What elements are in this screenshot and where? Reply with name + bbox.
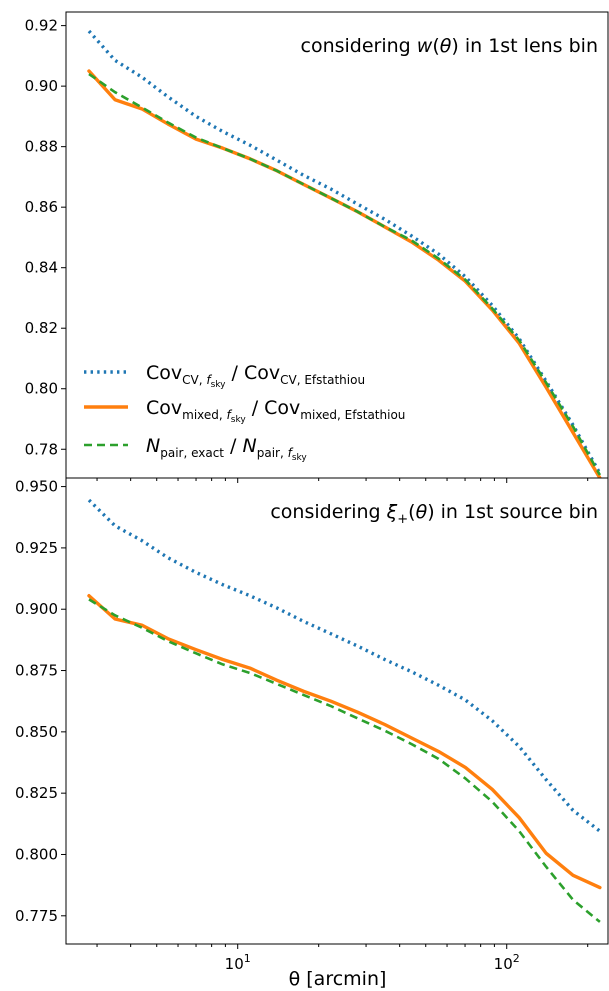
series-group bbox=[87, 498, 602, 923]
text-part: sky bbox=[292, 453, 308, 463]
y-tick-label: 0.84 bbox=[25, 259, 58, 277]
text-part: sky bbox=[211, 380, 227, 390]
legend: CovCV, fsky / CovCV, EfstathiouCovmixed,… bbox=[84, 362, 405, 463]
y-tick-label: 0.92 bbox=[25, 17, 58, 35]
text-part: / bbox=[246, 397, 264, 419]
text-part: f bbox=[288, 446, 294, 460]
text-part: N bbox=[146, 435, 160, 457]
text-part: Cov bbox=[244, 362, 280, 384]
series-line-npair bbox=[88, 72, 602, 476]
text-part: considering bbox=[301, 35, 417, 57]
text-part: / bbox=[224, 435, 242, 457]
text-part: ( bbox=[432, 35, 439, 57]
panel-top: 0.78 0.80 0.82 0.84 0.86 0.88 0.90 0.92 consider… bbox=[25, 11, 609, 483]
text-part: N bbox=[243, 435, 257, 457]
x-tick-label: 102 bbox=[494, 952, 520, 973]
legend-label-npair: Npair, exact / Npair, fsky bbox=[146, 435, 307, 463]
text-part: θ bbox=[416, 501, 428, 523]
series-line-npair bbox=[88, 598, 601, 923]
text-part: ) in 1st source bin bbox=[427, 501, 598, 523]
y-tick-label: 0.800 bbox=[15, 845, 58, 863]
panel-title: considering ξ+(θ) in 1st source bin bbox=[270, 501, 598, 527]
text-part: pair, bbox=[257, 446, 288, 460]
text-part: ) in 1st lens bin bbox=[451, 35, 598, 57]
text-part: mixed, Efstathiou bbox=[300, 408, 405, 422]
text-part: Cov bbox=[146, 397, 182, 419]
series-group bbox=[87, 29, 602, 478]
y-tick-label: 0.86 bbox=[25, 198, 58, 216]
y-tick-label: 0.825 bbox=[15, 784, 58, 802]
text-part: / bbox=[226, 362, 244, 384]
text-part: Cov bbox=[146, 362, 182, 384]
text-part: w bbox=[417, 35, 433, 57]
text-part: θ bbox=[440, 35, 452, 57]
series-line-cv bbox=[87, 498, 601, 833]
text-part: considering bbox=[270, 501, 386, 523]
legend-label-mixed: Covmixed, fsky / Covmixed, Efstathiou bbox=[146, 397, 405, 425]
text-part: sky bbox=[231, 415, 247, 425]
text-part: + bbox=[397, 512, 408, 527]
y-tick-label: 0.875 bbox=[15, 662, 58, 680]
y-tick-label: 0.850 bbox=[15, 723, 58, 741]
y-tick-label: 0.775 bbox=[15, 907, 58, 925]
panel-title: considering w(θ) in 1st lens bin bbox=[301, 35, 599, 57]
text-part: pair, exact bbox=[160, 446, 224, 460]
y-tick-label: 0.900 bbox=[15, 600, 58, 618]
y-tick-label: 0.950 bbox=[15, 478, 58, 496]
text-part: f bbox=[227, 408, 233, 422]
y-tick-label: 0.90 bbox=[25, 77, 58, 95]
panel-bottom: 0.775 0.800 0.825 0.850 0.875 0.900 0.925 0.950… bbox=[15, 477, 609, 949]
y-tick-label: 0.78 bbox=[25, 440, 58, 458]
x-axis-title: θ [arcmin] bbox=[289, 968, 387, 990]
y-tick-label: 0.925 bbox=[15, 539, 58, 557]
text-part: 10 bbox=[494, 955, 513, 973]
y-tick-label: 0.80 bbox=[25, 380, 58, 398]
text-part: 1 bbox=[244, 952, 251, 965]
x-tick-label: 101 bbox=[225, 952, 251, 973]
text-part: CV, Efstathiou bbox=[280, 373, 365, 387]
text-part: 2 bbox=[513, 952, 520, 965]
text-part: mixed, bbox=[182, 408, 226, 422]
legend-label-cv: CovCV, fsky / CovCV, Efstathiou bbox=[146, 362, 365, 390]
text-part: CV, bbox=[182, 373, 206, 387]
axes-frame bbox=[65, 477, 609, 945]
y-tick-label: 0.82 bbox=[25, 319, 58, 337]
y-tick-label: 0.88 bbox=[25, 138, 58, 156]
text-part: ξ bbox=[386, 501, 398, 523]
text-part: 10 bbox=[225, 955, 244, 973]
series-line-mixed bbox=[87, 594, 602, 890]
text-part: ( bbox=[408, 501, 415, 523]
text-part: Cov bbox=[264, 397, 300, 419]
text-part: f bbox=[206, 373, 212, 387]
